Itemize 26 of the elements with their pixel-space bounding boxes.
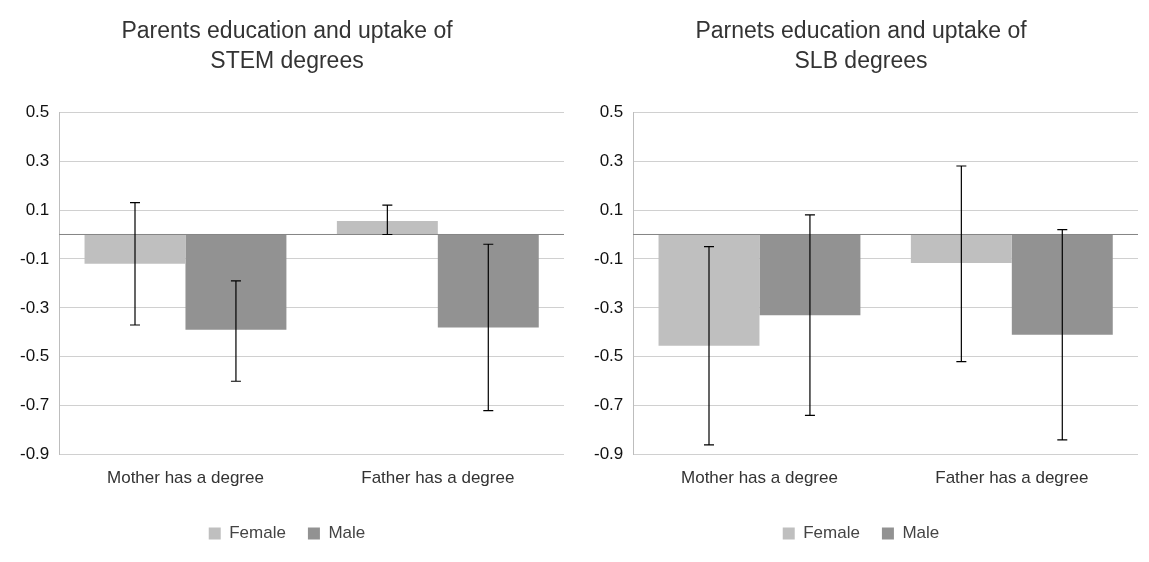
legend-label: Female xyxy=(803,523,860,543)
y-tick-label: -0.1 xyxy=(20,248,50,268)
y-tick-label: 0.3 xyxy=(599,150,624,170)
y-tick-label: 0.5 xyxy=(599,101,624,121)
y-tick-label: 0.1 xyxy=(25,199,50,219)
chart-title: Parents education and uptake of STEM degrees xyxy=(120,16,454,75)
y-tick-label: -0.1 xyxy=(594,248,624,268)
x-tick-label: Mother has a degree xyxy=(107,468,264,488)
y-tick-label: -0.9 xyxy=(20,444,50,464)
y-tick-label: -0.3 xyxy=(20,297,50,317)
x-tick-label: Mother has a degree xyxy=(681,468,838,488)
legend-label: Male xyxy=(328,523,366,543)
y-tick-label: -0.5 xyxy=(594,346,624,366)
chart-title: Parnets education and uptake of SLB degrees xyxy=(694,16,1028,75)
y-tick-label: -0.3 xyxy=(594,297,624,317)
y-tick-label: -0.7 xyxy=(20,395,50,415)
legend-label: Male xyxy=(902,523,940,543)
x-tick-label: Father has a degree xyxy=(935,468,1089,488)
y-tick-label: -0.9 xyxy=(594,444,624,464)
x-tick-label: Father has a degree xyxy=(361,468,515,488)
y-tick-label: -0.5 xyxy=(20,346,50,366)
y-tick-label: 0.3 xyxy=(25,150,50,170)
y-tick-label: 0.5 xyxy=(25,101,50,121)
legend-label: Female xyxy=(229,523,286,543)
y-tick-label: -0.7 xyxy=(594,395,624,415)
y-tick-label: 0.1 xyxy=(599,199,624,219)
